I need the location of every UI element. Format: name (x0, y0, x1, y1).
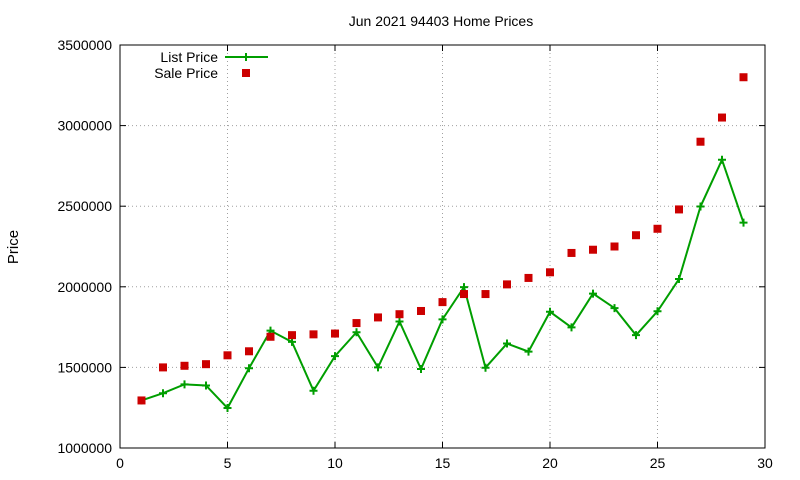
y-axis-label: Price (5, 230, 22, 264)
x-tick-label: 5 (224, 455, 232, 471)
tick-labels: 0 5 10 15 20 25 30 1000000 1500000 2000000 2500000… (57, 37, 773, 471)
list-price-point (331, 352, 339, 361)
list-price-point (202, 381, 210, 390)
list-price-point (589, 289, 597, 298)
list-price-point (438, 315, 447, 324)
x-tick-label: 15 (435, 455, 451, 471)
sale-price-point (739, 73, 748, 82)
sale-price-point (288, 331, 296, 340)
x-tick-label: 30 (757, 455, 773, 471)
list-price-point (632, 331, 640, 340)
sale-price-point (610, 242, 619, 251)
list-price-point (718, 155, 726, 164)
x-tick-label: 20 (542, 455, 558, 471)
list-price-point (245, 364, 253, 373)
y-tick-label: 2000000 (57, 279, 112, 295)
list-price-point (288, 337, 296, 346)
list-price-point (546, 307, 554, 316)
list-price-point (481, 363, 490, 372)
sale-price-point (589, 245, 597, 254)
sale-price-point (675, 205, 683, 214)
list-price-point (374, 363, 382, 372)
sale-price-point (524, 273, 533, 282)
sale-price-point (374, 313, 382, 322)
list-price-point (739, 218, 748, 227)
legend-point-swatch (242, 69, 250, 77)
sale-price-point (245, 347, 253, 356)
legend-point-swatch (242, 53, 250, 61)
list-price-point (460, 283, 468, 292)
list-price-point (417, 365, 425, 374)
y-tick-label: 3000000 (57, 118, 112, 134)
y-tick-label: 1500000 (57, 359, 112, 375)
sale-price-point (266, 332, 275, 341)
legend-label: Sale Price (154, 65, 218, 81)
sale-price-point (632, 231, 640, 240)
list-price-point (180, 380, 189, 389)
grid-lines (120, 45, 765, 448)
list-price-point (503, 339, 511, 348)
list-price-point (675, 275, 683, 284)
axes (119, 44, 766, 449)
list-price-point (352, 328, 361, 337)
y-tick-label: 1000000 (57, 440, 112, 456)
sale-price-point (223, 351, 232, 360)
sale-price-point (137, 396, 146, 405)
series-sale-price (137, 73, 748, 405)
y-tick-label: 2500000 (57, 198, 112, 214)
list-price-point (395, 317, 404, 326)
sale-price-point (202, 360, 210, 369)
legend-label: List Price (160, 49, 218, 65)
list-price-point (159, 389, 167, 398)
x-tick-label: 0 (116, 455, 124, 471)
sale-price-point (309, 330, 318, 339)
sale-price-point (159, 363, 167, 372)
sale-price-point (696, 137, 705, 146)
sale-price-point (653, 224, 662, 233)
x-tick-label: 10 (327, 455, 343, 471)
list-price-point (223, 404, 232, 413)
list-price-point (653, 307, 662, 316)
series-list-price (137, 155, 748, 413)
sale-price-point (567, 248, 576, 257)
sale-price-point (395, 310, 404, 319)
sale-price-point (180, 361, 189, 370)
list-price-point (309, 386, 318, 395)
sale-price-point (438, 298, 447, 307)
sale-price-point (481, 290, 490, 299)
sale-price-point (460, 290, 468, 299)
sale-price-point (417, 306, 425, 315)
list-price-point (524, 347, 533, 356)
sale-price-point (331, 329, 339, 338)
series-layer (137, 73, 748, 413)
y-tick-label: 3500000 (57, 37, 112, 53)
sale-price-point (503, 280, 511, 289)
list-price-point (610, 304, 619, 313)
list-price-point (696, 202, 705, 211)
sale-price-point (546, 268, 554, 277)
chart-title: Jun 2021 94403 Home Prices (349, 13, 533, 29)
sale-price-point (352, 319, 361, 328)
x-tick-label: 25 (650, 455, 666, 471)
sale-price-point (718, 113, 726, 122)
list-price-point (567, 323, 576, 332)
